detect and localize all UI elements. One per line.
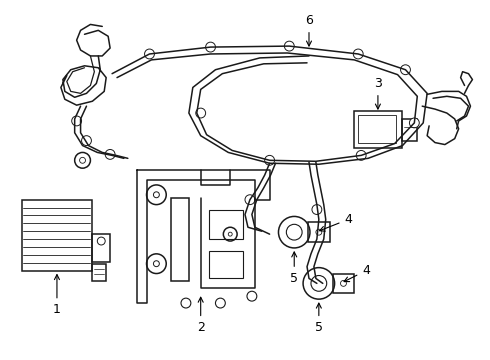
- Bar: [93, 234, 110, 262]
- Text: 3: 3: [374, 77, 382, 109]
- Circle shape: [145, 49, 154, 59]
- Circle shape: [353, 49, 363, 59]
- Text: 6: 6: [305, 14, 313, 46]
- Circle shape: [400, 65, 411, 75]
- Bar: [209, 210, 243, 239]
- Text: 1: 1: [53, 275, 61, 316]
- Text: 5: 5: [315, 303, 323, 334]
- Circle shape: [206, 42, 216, 52]
- Circle shape: [196, 108, 206, 118]
- Circle shape: [245, 195, 255, 204]
- Circle shape: [72, 116, 81, 126]
- Bar: [22, 200, 93, 271]
- Circle shape: [265, 156, 274, 165]
- Bar: [401, 119, 417, 141]
- Bar: [308, 222, 330, 242]
- Bar: [209, 251, 243, 278]
- Circle shape: [105, 149, 115, 159]
- Circle shape: [356, 150, 366, 160]
- Circle shape: [312, 204, 322, 215]
- Circle shape: [410, 118, 419, 128]
- Text: 4: 4: [344, 264, 370, 282]
- Bar: [171, 198, 189, 282]
- Circle shape: [284, 41, 294, 51]
- Circle shape: [81, 136, 92, 145]
- Text: 2: 2: [197, 297, 205, 334]
- Text: 5: 5: [290, 252, 298, 285]
- Bar: [354, 111, 401, 148]
- Bar: [333, 274, 354, 293]
- Bar: [93, 264, 106, 282]
- Text: 4: 4: [319, 213, 352, 231]
- Bar: [358, 115, 395, 143]
